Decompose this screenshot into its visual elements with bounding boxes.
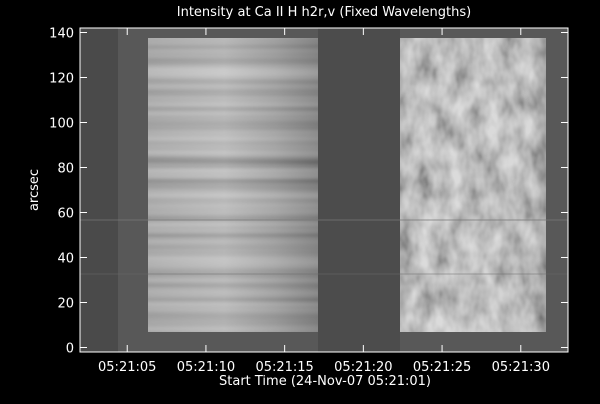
x-tick-label: 05:21:15 — [255, 360, 313, 375]
x-axis-label: Start Time (24-Nov-07 05:21:01) — [219, 374, 431, 389]
y-tick-label: 40 — [57, 252, 74, 267]
x-tick-label: 05:21:10 — [177, 360, 235, 375]
y-tick-label: 100 — [49, 117, 74, 132]
y-tick-label: 0 — [66, 342, 74, 357]
y-axis-label: arcsec — [27, 169, 42, 211]
x-tick-label: 05:21:25 — [413, 360, 471, 375]
x-tick-label: 05:21:30 — [492, 360, 550, 375]
plot-frame — [79, 27, 569, 353]
x-tick-label: 05:21:05 — [98, 360, 156, 375]
x-tick-label: 05:21:20 — [334, 360, 392, 375]
chart-title: Intensity at Ca II H h2r,v (Fixed Wavele… — [177, 5, 471, 20]
y-tick-label: 120 — [49, 72, 74, 87]
image — [80, 28, 568, 352]
y-tick-label: 20 — [57, 297, 74, 312]
y-tick-label: 140 — [49, 27, 74, 42]
y-tick-label: 60 — [57, 207, 74, 222]
y-tick-label: 80 — [57, 162, 74, 177]
